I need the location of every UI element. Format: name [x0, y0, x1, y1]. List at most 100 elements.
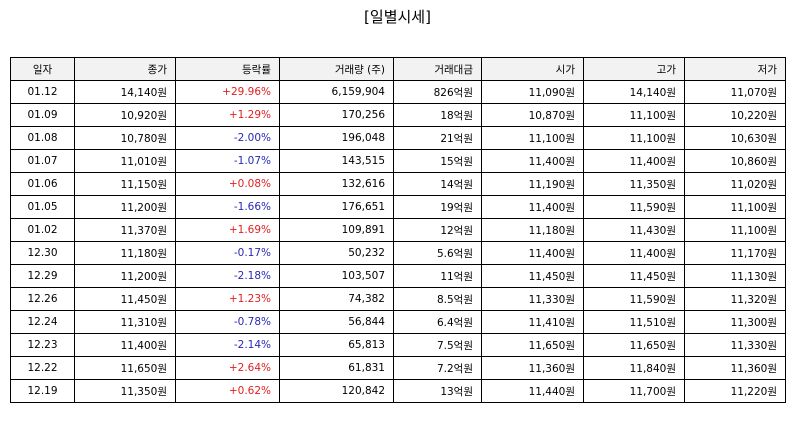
table-row: 01.08 10,780원 -2.00% 196,048 21억원 11,100원 11,1…	[10, 126, 786, 150]
cell-open: 10,870원	[481, 103, 584, 127]
cell-high: 11,590원	[583, 287, 685, 311]
cell-volume: 103,507	[279, 264, 394, 288]
cell-open: 11,450원	[481, 264, 584, 288]
column-header-date: 일자	[10, 57, 75, 81]
cell-close: 11,180원	[74, 241, 176, 265]
cell-low: 11,320원	[684, 287, 786, 311]
cell-volume: 120,842	[279, 379, 394, 403]
cell-volume: 176,651	[279, 195, 394, 219]
table-row: 12.22 11,650원 +2.64% 61,831 7.2억원 11,360원 11,8…	[10, 356, 786, 380]
cell-date: 12.19	[10, 379, 75, 403]
cell-open: 11,650원	[481, 333, 584, 357]
cell-high: 11,400원	[583, 149, 685, 173]
cell-low: 11,330원	[684, 333, 786, 357]
cell-change: -1.66%	[175, 195, 280, 219]
cell-date: 01.12	[10, 80, 75, 104]
cell-date: 01.05	[10, 195, 75, 219]
cell-close: 11,200원	[74, 195, 176, 219]
table-header-row: 일자 종가 등락률 거래량 (주) 거래대금 시가 고가 저가	[10, 57, 786, 81]
cell-low: 10,860원	[684, 149, 786, 173]
cell-open: 11,410원	[481, 310, 584, 334]
cell-open: 11,400원	[481, 149, 584, 173]
cell-date: 12.22	[10, 356, 75, 380]
cell-close: 11,400원	[74, 333, 176, 357]
cell-amount: 7.5억원	[393, 333, 482, 357]
cell-high: 11,400원	[583, 241, 685, 265]
cell-open: 11,400원	[481, 241, 584, 265]
cell-low: 11,220원	[684, 379, 786, 403]
column-header-close: 종가	[74, 57, 176, 81]
cell-high: 11,350원	[583, 172, 685, 196]
cell-amount: 15억원	[393, 149, 482, 173]
cell-open: 11,190원	[481, 172, 584, 196]
cell-volume: 65,813	[279, 333, 394, 357]
cell-open: 11,100원	[481, 126, 584, 150]
cell-change: -2.18%	[175, 264, 280, 288]
cell-close: 11,010원	[74, 149, 176, 173]
column-header-volume: 거래량 (주)	[279, 57, 394, 81]
cell-volume: 109,891	[279, 218, 394, 242]
cell-close: 11,150원	[74, 172, 176, 196]
table-row: 12.23 11,400원 -2.14% 65,813 7.5억원 11,650원 11,6…	[10, 333, 786, 357]
cell-volume: 56,844	[279, 310, 394, 334]
cell-date: 12.23	[10, 333, 75, 357]
cell-date: 12.29	[10, 264, 75, 288]
cell-volume: 143,515	[279, 149, 394, 173]
table-row: 12.29 11,200원 -2.18% 103,507 11억원 11,450원 11,4…	[10, 264, 786, 288]
cell-high: 11,430원	[583, 218, 685, 242]
cell-low: 11,020원	[684, 172, 786, 196]
cell-volume: 61,831	[279, 356, 394, 380]
page-title: [일별시세]	[364, 8, 431, 26]
cell-date: 01.08	[10, 126, 75, 150]
cell-date: 12.26	[10, 287, 75, 311]
cell-amount: 12억원	[393, 218, 482, 242]
cell-date: 12.30	[10, 241, 75, 265]
cell-close: 11,350원	[74, 379, 176, 403]
daily-price-table: 일자 종가 등락률 거래량 (주) 거래대금 시가 고가 저가 01.12 14,…	[10, 57, 786, 403]
cell-close: 11,200원	[74, 264, 176, 288]
cell-open: 11,360원	[481, 356, 584, 380]
cell-open: 11,400원	[481, 195, 584, 219]
table-row: 12.26 11,450원 +1.23% 74,382 8.5억원 11,330원 11,5…	[10, 287, 786, 311]
table-row: 01.02 11,370원 +1.69% 109,891 12억원 11,180원 11,4…	[10, 218, 786, 242]
cell-high: 11,510원	[583, 310, 685, 334]
cell-volume: 6,159,904	[279, 80, 394, 104]
cell-change: +29.96%	[175, 80, 280, 104]
cell-high: 11,590원	[583, 195, 685, 219]
table-row: 01.05 11,200원 -1.66% 176,651 19억원 11,400원 11,5…	[10, 195, 786, 219]
cell-high: 11,700원	[583, 379, 685, 403]
cell-amount: 8.5억원	[393, 287, 482, 311]
cell-change: -2.14%	[175, 333, 280, 357]
cell-volume: 74,382	[279, 287, 394, 311]
table-row: 01.12 14,140원 +29.96% 6,159,904 826억원 11,090원…	[10, 80, 786, 104]
cell-high: 11,450원	[583, 264, 685, 288]
cell-amount: 13억원	[393, 379, 482, 403]
cell-change: -0.78%	[175, 310, 280, 334]
column-header-high: 고가	[583, 57, 685, 81]
cell-low: 11,100원	[684, 195, 786, 219]
cell-close: 11,310원	[74, 310, 176, 334]
cell-change: +1.23%	[175, 287, 280, 311]
cell-low: 10,220원	[684, 103, 786, 127]
column-header-amount: 거래대금	[393, 57, 482, 81]
cell-low: 11,130원	[684, 264, 786, 288]
cell-open: 11,440원	[481, 379, 584, 403]
cell-low: 11,170원	[684, 241, 786, 265]
cell-amount: 19억원	[393, 195, 482, 219]
cell-change: +2.64%	[175, 356, 280, 380]
cell-volume: 132,616	[279, 172, 394, 196]
cell-close: 11,450원	[74, 287, 176, 311]
cell-date: 01.09	[10, 103, 75, 127]
cell-low: 11,070원	[684, 80, 786, 104]
cell-date: 01.07	[10, 149, 75, 173]
cell-high: 14,140원	[583, 80, 685, 104]
cell-low: 11,360원	[684, 356, 786, 380]
cell-volume: 196,048	[279, 126, 394, 150]
table-row: 12.30 11,180원 -0.17% 50,232 5.6억원 11,400원 11,4…	[10, 241, 786, 265]
cell-change: +1.29%	[175, 103, 280, 127]
cell-change: +0.62%	[175, 379, 280, 403]
table-row: 12.24 11,310원 -0.78% 56,844 6.4억원 11,410원 11,5…	[10, 310, 786, 334]
cell-change: -0.17%	[175, 241, 280, 265]
table-row: 01.07 11,010원 -1.07% 143,515 15억원 11,400원 11,4…	[10, 149, 786, 173]
column-header-low: 저가	[684, 57, 786, 81]
